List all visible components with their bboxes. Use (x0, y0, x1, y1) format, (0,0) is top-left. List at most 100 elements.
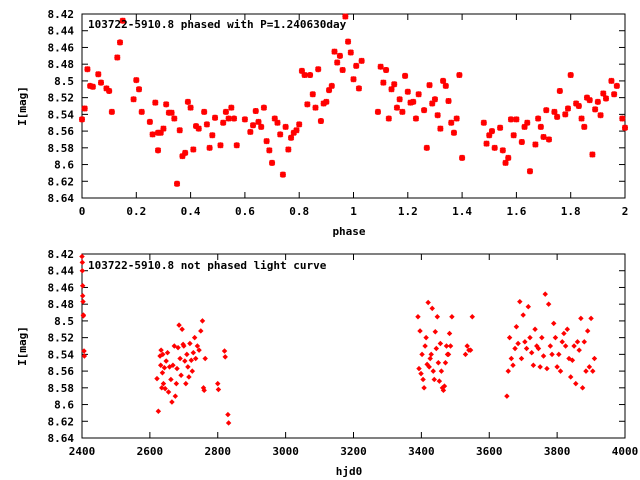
data-point (130, 96, 137, 103)
data-point (170, 362, 176, 368)
data-point (95, 71, 102, 78)
data-point (619, 115, 626, 122)
x-tick-label: 1.6 (506, 205, 526, 218)
data-point (579, 385, 586, 391)
data-point (592, 106, 599, 113)
data-point (421, 385, 427, 391)
y-tick-label: 8.6 (54, 399, 74, 412)
x-tick-label: 1.4 (452, 205, 472, 218)
data-point (416, 365, 422, 372)
data-point (486, 132, 493, 139)
data-point (187, 104, 194, 111)
data-point (222, 108, 230, 115)
data-point (399, 108, 406, 115)
data-point (135, 86, 143, 93)
data-point (456, 71, 463, 79)
data-point (81, 348, 87, 354)
x-tick-label: 3600 (476, 445, 503, 458)
data-point (166, 364, 173, 370)
data-point (391, 81, 398, 88)
data-point (159, 370, 166, 376)
data-point (591, 355, 598, 362)
data-point (602, 95, 610, 102)
data-point (163, 358, 169, 364)
data-point (249, 122, 257, 129)
data-point (483, 140, 490, 147)
data-point (97, 79, 105, 86)
data-point (374, 108, 382, 115)
data-point (440, 387, 447, 394)
y-tick-label: 8.5 (54, 315, 74, 328)
x-tick-label: 1.8 (561, 205, 581, 218)
data-point (434, 112, 441, 119)
data-point (171, 343, 178, 349)
y-tick-label: 8.48 (48, 298, 75, 311)
data-point (168, 376, 174, 383)
panel-title: 103722-5910.8 not phased light curve (88, 259, 327, 272)
y-axis-label: I[mag] (16, 326, 29, 366)
data-point (532, 141, 539, 148)
data-point (178, 372, 184, 378)
data-point (425, 299, 431, 306)
y-tick-label: 8.44 (48, 265, 75, 278)
plot-frame (81, 253, 626, 439)
data-point (161, 365, 168, 371)
data-point (221, 348, 228, 354)
data-point (342, 13, 349, 20)
data-point (171, 115, 178, 122)
data-point (535, 115, 542, 122)
data-point (557, 368, 564, 374)
data-point (157, 129, 164, 136)
data-point (190, 349, 197, 356)
y-tick-label: 8.64 (48, 192, 75, 205)
data-point (462, 351, 469, 358)
data-point (194, 343, 201, 349)
data-point (530, 362, 537, 368)
data-point (418, 370, 424, 377)
data-point (448, 119, 455, 126)
data-point (419, 351, 425, 358)
data-point (206, 144, 213, 151)
data-point (184, 351, 190, 358)
data-point (518, 355, 525, 362)
data-point (442, 82, 449, 90)
data-point (518, 138, 525, 146)
data-point (266, 147, 273, 154)
data-point (152, 99, 159, 106)
data-point (544, 365, 550, 372)
data-point (222, 354, 228, 360)
x-tick-label: 2800 (205, 445, 232, 458)
data-point (551, 320, 557, 327)
data-point (183, 380, 189, 387)
data-point (201, 108, 208, 115)
data-point (296, 121, 303, 128)
data-point (581, 339, 587, 345)
y-tick-label: 8.56 (48, 365, 75, 378)
data-point (149, 131, 156, 138)
data-point (552, 334, 559, 341)
data-point (306, 71, 314, 79)
data-point (574, 339, 581, 345)
data-point (535, 345, 542, 352)
data-point (293, 127, 300, 134)
data-point (106, 87, 113, 95)
data-point (344, 38, 352, 45)
data-point (158, 362, 164, 368)
data-point (597, 112, 604, 119)
data-point (195, 125, 202, 132)
y-tick-label: 8.46 (48, 41, 75, 54)
y-tick-label: 8.62 (48, 175, 75, 188)
data-point (271, 115, 278, 122)
x-tick-label: 3800 (544, 445, 571, 458)
x-tick-label: 2600 (137, 445, 164, 458)
data-point (138, 108, 145, 115)
y-tick-label: 8.58 (48, 382, 75, 395)
data-point (586, 364, 593, 370)
data-point (215, 386, 222, 393)
data-point (353, 62, 360, 69)
data-point (590, 368, 596, 374)
data-point (268, 159, 276, 166)
data-point (564, 326, 571, 332)
data-point (420, 107, 428, 114)
data-point (188, 357, 195, 363)
